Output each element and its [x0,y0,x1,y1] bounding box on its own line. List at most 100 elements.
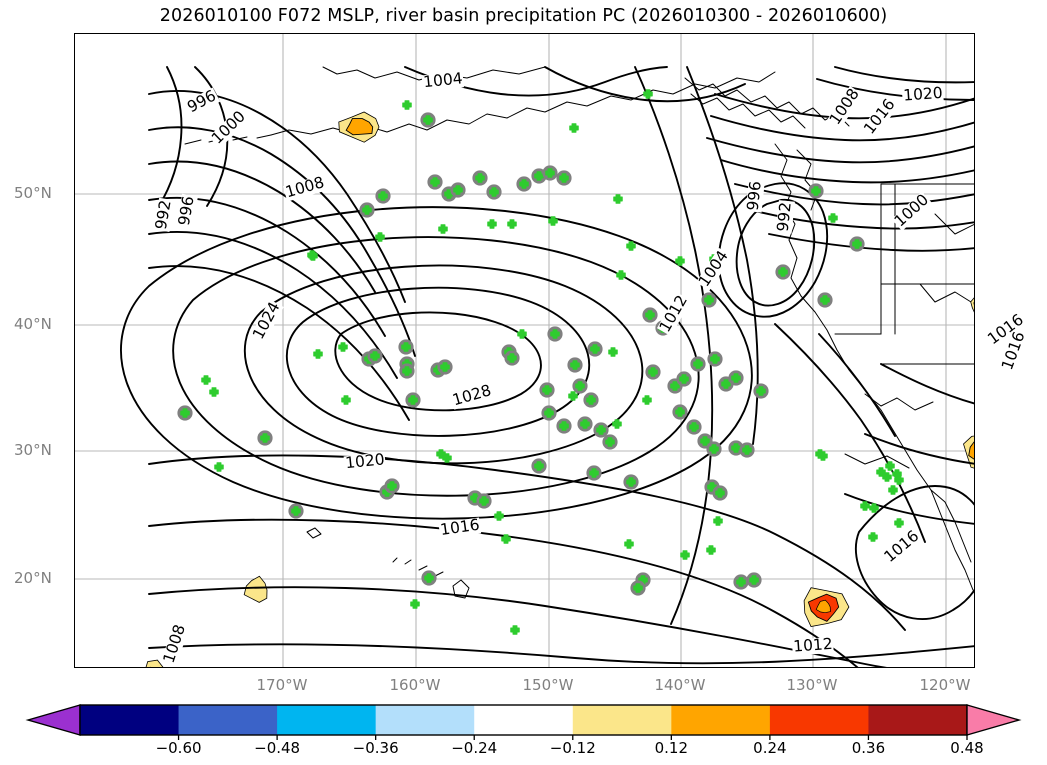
basin-marker[interactable] [398,339,414,355]
basin-marker[interactable] [775,264,791,280]
basin-marker[interactable] [586,465,602,481]
basin-marker[interactable] [201,375,211,385]
basin-marker[interactable] [860,501,870,511]
basin-marker[interactable] [869,503,879,513]
basin-marker[interactable] [375,232,385,242]
basin-marker[interactable] [476,493,492,509]
basin-marker[interactable] [593,422,609,438]
basin-marker[interactable] [257,430,273,446]
basin-marker[interactable] [539,382,555,398]
basin-marker[interactable] [680,550,690,560]
basin-marker[interactable] [701,292,717,308]
basin-marker[interactable] [517,329,527,339]
basin-marker[interactable] [728,370,744,386]
basin-marker[interactable] [818,451,828,461]
basin-marker[interactable] [177,405,193,421]
basin-marker[interactable] [817,292,833,308]
basin-marker[interactable] [707,351,723,367]
basin-marker[interactable] [753,383,769,399]
basin-marker[interactable] [410,599,420,609]
basin-marker[interactable] [472,170,488,186]
basin-marker[interactable] [542,165,558,181]
basin-marker[interactable] [613,194,623,204]
basin-marker[interactable] [885,461,895,471]
basin-marker[interactable] [399,363,415,379]
basin-marker[interactable] [713,516,723,526]
basin-marker[interactable] [569,123,579,133]
basin-marker[interactable] [438,224,448,234]
basin-marker[interactable] [437,359,453,375]
basin-marker[interactable] [626,241,636,251]
basin-marker[interactable] [706,545,716,555]
basin-marker[interactable] [487,219,497,229]
basin-marker[interactable] [421,570,437,586]
colorbar[interactable]: −0.60 −0.48 −0.36 −0.24 −0.12 0.12 0.24 0.36 0.4… [0,700,1047,765]
basin-marker[interactable] [672,404,688,420]
basin-marker[interactable] [612,419,622,429]
basin-marker[interactable] [746,572,762,588]
basin-marker[interactable] [214,462,224,472]
basin-marker[interactable] [642,307,658,323]
basin-marker[interactable] [712,485,728,501]
basin-marker[interactable] [624,539,634,549]
basin-marker[interactable] [882,472,892,482]
basin-marker[interactable] [577,416,593,432]
basin-marker[interactable] [338,342,348,352]
basin-marker[interactable] [367,348,383,364]
basin-marker[interactable] [384,478,400,494]
basin-marker[interactable] [507,219,517,229]
basin-marker[interactable] [587,341,603,357]
basin-marker[interactable] [308,251,318,261]
basin-marker[interactable] [675,256,685,266]
basin-marker[interactable] [849,236,865,252]
basin-marker[interactable] [828,213,838,223]
basin-marker[interactable] [894,475,904,485]
basin-marker[interactable] [420,112,436,128]
basin-marker[interactable] [556,418,572,434]
basin-marker[interactable] [548,216,558,226]
basin-marker[interactable] [706,441,722,457]
basin-marker[interactable] [808,183,824,199]
basin-marker[interactable] [405,392,421,408]
basin-marker[interactable] [209,387,219,397]
basin-marker[interactable] [608,347,618,357]
basin-marker[interactable] [442,453,452,463]
basin-marker[interactable] [583,392,599,408]
basin-marker[interactable] [450,182,466,198]
basin-marker[interactable] [494,511,504,521]
basin-marker[interactable] [427,174,443,190]
basin-marker[interactable] [602,434,618,450]
basin-marker[interactable] [288,503,304,519]
basin-marker[interactable] [313,349,323,359]
basin-marker[interactable] [516,176,532,192]
basin-marker[interactable] [733,574,749,590]
basin-marker[interactable] [567,357,583,373]
basin-marker[interactable] [547,326,563,342]
basin-marker[interactable] [645,364,661,380]
basin-marker[interactable] [642,395,652,405]
basin-marker[interactable] [690,356,706,372]
basin-marker[interactable] [375,188,391,204]
basin-marker[interactable] [686,419,702,435]
basin-marker[interactable] [888,485,898,495]
basin-marker[interactable] [531,458,547,474]
basin-marker[interactable] [616,270,626,280]
basin-marker[interactable] [402,100,412,110]
basin-marker[interactable] [676,371,692,387]
basin-marker[interactable] [556,170,572,186]
basin-marker[interactable] [486,184,502,200]
basin-marker[interactable] [359,202,375,218]
basin-marker[interactable] [541,405,557,421]
basin-marker[interactable] [630,580,646,596]
basin-marker[interactable] [868,532,878,542]
basin-marker[interactable] [643,89,653,99]
basin-marker[interactable] [504,350,520,366]
basin-marker[interactable] [510,625,520,635]
basin-marker[interactable] [623,474,639,490]
basin-marker[interactable] [568,391,578,401]
basin-marker[interactable] [572,378,588,394]
map-plot-area[interactable] [74,33,975,668]
basin-marker[interactable] [894,518,904,528]
basin-marker[interactable] [739,442,755,458]
basin-marker[interactable] [341,395,351,405]
